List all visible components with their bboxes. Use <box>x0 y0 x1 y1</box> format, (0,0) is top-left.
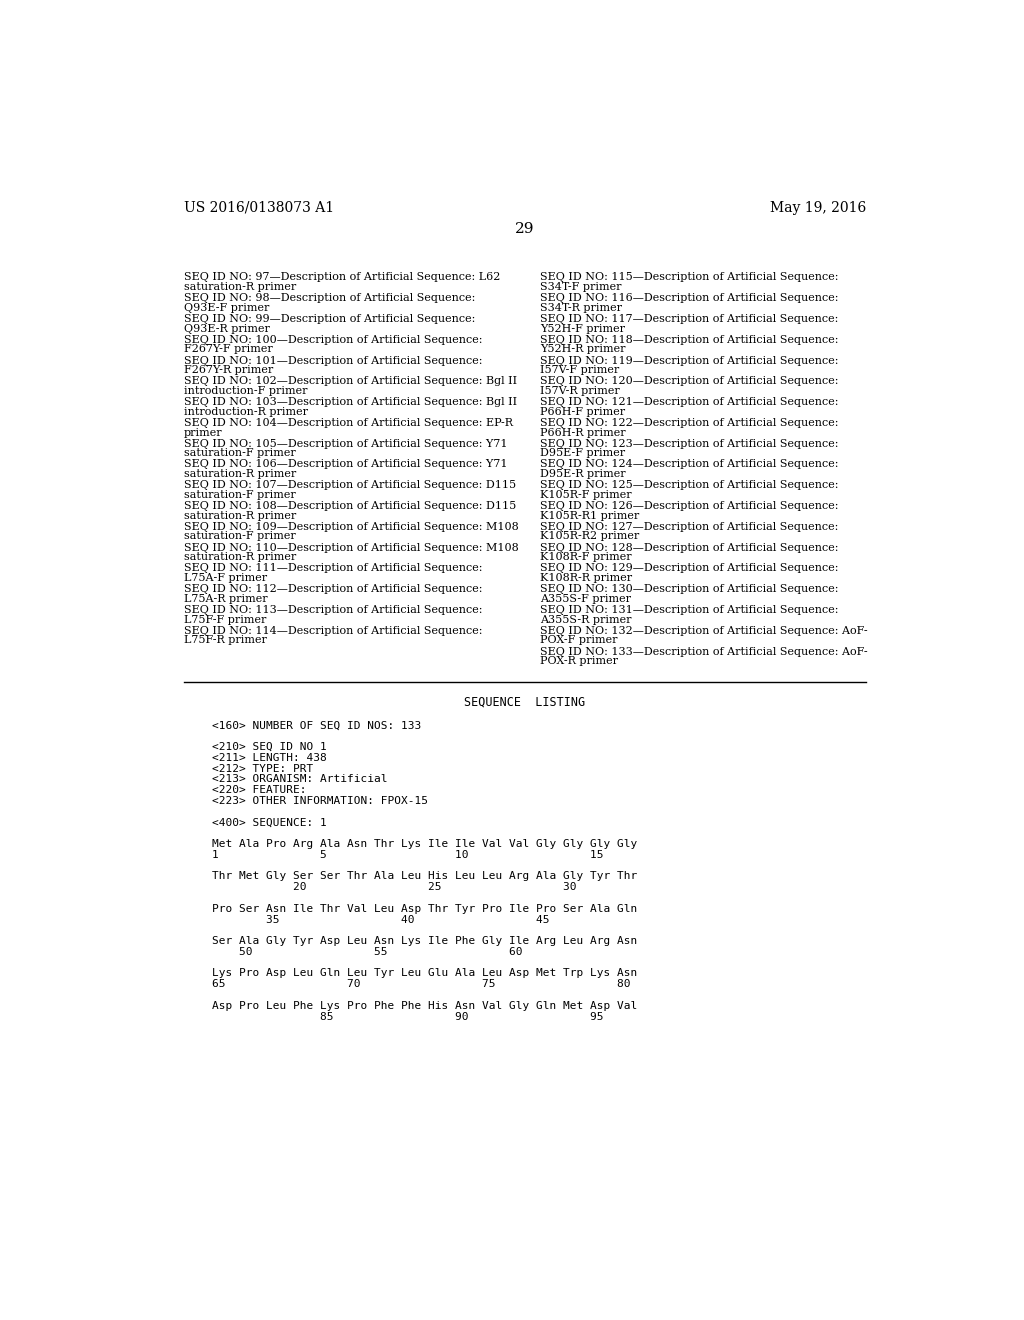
Text: SEQ ID NO: 103—Description of Artificial Sequence: Bgl II: SEQ ID NO: 103—Description of Artificial… <box>183 397 517 407</box>
Text: SEQ ID NO: 104—Description of Artificial Sequence: EP-R: SEQ ID NO: 104—Description of Artificial… <box>183 418 513 428</box>
Text: POX-F primer: POX-F primer <box>541 635 617 645</box>
Text: POX-R primer: POX-R primer <box>541 656 618 667</box>
Text: K105R-R1 primer: K105R-R1 primer <box>541 511 640 520</box>
Text: saturation-R primer: saturation-R primer <box>183 511 296 520</box>
Text: Q93E-F primer: Q93E-F primer <box>183 302 269 313</box>
Text: <160> NUMBER OF SEQ ID NOS: 133: <160> NUMBER OF SEQ ID NOS: 133 <box>212 721 421 730</box>
Text: I57V-R primer: I57V-R primer <box>541 385 621 396</box>
Text: 50                  55                  60: 50 55 60 <box>212 946 522 957</box>
Text: SEQ ID NO: 126—Description of Artificial Sequence:: SEQ ID NO: 126—Description of Artificial… <box>541 502 839 511</box>
Text: Pro Ser Asn Ile Thr Val Leu Asp Thr Tyr Pro Ile Pro Ser Ala Gln: Pro Ser Asn Ile Thr Val Leu Asp Thr Tyr … <box>212 904 637 913</box>
Text: I57V-F primer: I57V-F primer <box>541 366 620 375</box>
Text: A355S-R primer: A355S-R primer <box>541 615 632 624</box>
Text: saturation-F primer: saturation-F primer <box>183 532 296 541</box>
Text: F267Y-F primer: F267Y-F primer <box>183 345 272 354</box>
Text: introduction-F primer: introduction-F primer <box>183 385 307 396</box>
Text: SEQ ID NO: 116—Description of Artificial Sequence:: SEQ ID NO: 116—Description of Artificial… <box>541 293 839 304</box>
Text: P66H-R primer: P66H-R primer <box>541 428 626 437</box>
Text: <213> ORGANISM: Artificial: <213> ORGANISM: Artificial <box>212 775 387 784</box>
Text: SEQ ID NO: 123—Description of Artificial Sequence:: SEQ ID NO: 123—Description of Artificial… <box>541 438 839 449</box>
Text: 65                  70                  75                  80: 65 70 75 80 <box>212 979 630 989</box>
Text: F267Y-R primer: F267Y-R primer <box>183 366 273 375</box>
Text: SEQ ID NO: 108—Description of Artificial Sequence: D115: SEQ ID NO: 108—Description of Artificial… <box>183 502 516 511</box>
Text: SEQ ID NO: 129—Description of Artificial Sequence:: SEQ ID NO: 129—Description of Artificial… <box>541 564 839 573</box>
Text: D95E-F primer: D95E-F primer <box>541 449 626 458</box>
Text: 35                  40                  45: 35 40 45 <box>212 915 549 924</box>
Text: L75A-F primer: L75A-F primer <box>183 573 267 583</box>
Text: SEQ ID NO: 115—Description of Artificial Sequence:: SEQ ID NO: 115—Description of Artificial… <box>541 272 839 282</box>
Text: saturation-R primer: saturation-R primer <box>183 282 296 292</box>
Text: Y52H-F primer: Y52H-F primer <box>541 323 626 334</box>
Text: L75A-R primer: L75A-R primer <box>183 594 267 603</box>
Text: SEQ ID NO: 98—Description of Artificial Sequence:: SEQ ID NO: 98—Description of Artificial … <box>183 293 475 304</box>
Text: <220> FEATURE:: <220> FEATURE: <box>212 785 306 795</box>
Text: saturation-R primer: saturation-R primer <box>183 552 296 562</box>
Text: Ser Ala Gly Tyr Asp Leu Asn Lys Ile Phe Gly Ile Arg Leu Arg Asn: Ser Ala Gly Tyr Asp Leu Asn Lys Ile Phe … <box>212 936 637 946</box>
Text: SEQ ID NO: 101—Description of Artificial Sequence:: SEQ ID NO: 101—Description of Artificial… <box>183 355 482 366</box>
Text: SEQ ID NO: 133—Description of Artificial Sequence: AoF-: SEQ ID NO: 133—Description of Artificial… <box>541 647 868 656</box>
Text: Lys Pro Asp Leu Gln Leu Tyr Leu Glu Ala Leu Asp Met Trp Lys Asn: Lys Pro Asp Leu Gln Leu Tyr Leu Glu Ala … <box>212 969 637 978</box>
Text: SEQ ID NO: 124—Description of Artificial Sequence:: SEQ ID NO: 124—Description of Artificial… <box>541 459 839 470</box>
Text: Y52H-R primer: Y52H-R primer <box>541 345 626 354</box>
Text: SEQ ID NO: 127—Description of Artificial Sequence:: SEQ ID NO: 127—Description of Artificial… <box>541 521 839 532</box>
Text: SEQ ID NO: 118—Description of Artificial Sequence:: SEQ ID NO: 118—Description of Artificial… <box>541 335 839 345</box>
Text: SEQ ID NO: 122—Description of Artificial Sequence:: SEQ ID NO: 122—Description of Artificial… <box>541 418 839 428</box>
Text: SEQ ID NO: 99—Description of Artificial Sequence:: SEQ ID NO: 99—Description of Artificial … <box>183 314 475 323</box>
Text: SEQ ID NO: 128—Description of Artificial Sequence:: SEQ ID NO: 128—Description of Artificial… <box>541 543 839 553</box>
Text: <211> LENGTH: 438: <211> LENGTH: 438 <box>212 752 327 763</box>
Text: SEQ ID NO: 97—Description of Artificial Sequence: L62: SEQ ID NO: 97—Description of Artificial … <box>183 272 500 282</box>
Text: D95E-R primer: D95E-R primer <box>541 469 626 479</box>
Text: SEQ ID NO: 111—Description of Artificial Sequence:: SEQ ID NO: 111—Description of Artificial… <box>183 564 482 573</box>
Text: SEQ ID NO: 106—Description of Artificial Sequence: Y71: SEQ ID NO: 106—Description of Artificial… <box>183 459 507 470</box>
Text: Met Ala Pro Arg Ala Asn Thr Lys Ile Ile Val Val Gly Gly Gly Gly: Met Ala Pro Arg Ala Asn Thr Lys Ile Ile … <box>212 840 637 849</box>
Text: SEQ ID NO: 107—Description of Artificial Sequence: D115: SEQ ID NO: 107—Description of Artificial… <box>183 480 516 490</box>
Text: SEQ ID NO: 131—Description of Artificial Sequence:: SEQ ID NO: 131—Description of Artificial… <box>541 605 839 615</box>
Text: A355S-F primer: A355S-F primer <box>541 594 632 603</box>
Text: saturation-F primer: saturation-F primer <box>183 490 296 500</box>
Text: K105R-R2 primer: K105R-R2 primer <box>541 532 640 541</box>
Text: SEQ ID NO: 114—Description of Artificial Sequence:: SEQ ID NO: 114—Description of Artificial… <box>183 626 482 636</box>
Text: SEQ ID NO: 110—Description of Artificial Sequence: M108: SEQ ID NO: 110—Description of Artificial… <box>183 543 518 553</box>
Text: Q93E-R primer: Q93E-R primer <box>183 323 269 334</box>
Text: Asp Pro Leu Phe Lys Pro Phe Phe His Asn Val Gly Gln Met Asp Val: Asp Pro Leu Phe Lys Pro Phe Phe His Asn … <box>212 1001 637 1011</box>
Text: SEQ ID NO: 120—Description of Artificial Sequence:: SEQ ID NO: 120—Description of Artificial… <box>541 376 839 387</box>
Text: K108R-R primer: K108R-R primer <box>541 573 633 583</box>
Text: <223> OTHER INFORMATION: FPOX-15: <223> OTHER INFORMATION: FPOX-15 <box>212 796 428 807</box>
Text: <212> TYPE: PRT: <212> TYPE: PRT <box>212 763 313 774</box>
Text: SEQ ID NO: 121—Description of Artificial Sequence:: SEQ ID NO: 121—Description of Artificial… <box>541 397 839 407</box>
Text: 20                  25                  30: 20 25 30 <box>212 882 577 892</box>
Text: May 19, 2016: May 19, 2016 <box>770 201 866 215</box>
Text: saturation-R primer: saturation-R primer <box>183 469 296 479</box>
Text: S34T-R primer: S34T-R primer <box>541 302 623 313</box>
Text: SEQ ID NO: 105—Description of Artificial Sequence: Y71: SEQ ID NO: 105—Description of Artificial… <box>183 438 507 449</box>
Text: S34T-F primer: S34T-F primer <box>541 282 622 292</box>
Text: <400> SEQUENCE: 1: <400> SEQUENCE: 1 <box>212 817 327 828</box>
Text: SEQ ID NO: 119—Description of Artificial Sequence:: SEQ ID NO: 119—Description of Artificial… <box>541 355 839 366</box>
Text: SEQ ID NO: 112—Description of Artificial Sequence:: SEQ ID NO: 112—Description of Artificial… <box>183 585 482 594</box>
Text: US 2016/0138073 A1: US 2016/0138073 A1 <box>183 201 334 215</box>
Text: SEQ ID NO: 130—Description of Artificial Sequence:: SEQ ID NO: 130—Description of Artificial… <box>541 585 839 594</box>
Text: SEQ ID NO: 132—Description of Artificial Sequence: AoF-: SEQ ID NO: 132—Description of Artificial… <box>541 626 868 636</box>
Text: saturation-F primer: saturation-F primer <box>183 449 296 458</box>
Text: SEQ ID NO: 117—Description of Artificial Sequence:: SEQ ID NO: 117—Description of Artificial… <box>541 314 839 323</box>
Text: Thr Met Gly Ser Ser Thr Ala Leu His Leu Leu Arg Ala Gly Tyr Thr: Thr Met Gly Ser Ser Thr Ala Leu His Leu … <box>212 871 637 882</box>
Text: L75F-F primer: L75F-F primer <box>183 615 266 624</box>
Text: SEQ ID NO: 100—Description of Artificial Sequence:: SEQ ID NO: 100—Description of Artificial… <box>183 335 482 345</box>
Text: P66H-F primer: P66H-F primer <box>541 407 626 417</box>
Text: 29: 29 <box>515 222 535 235</box>
Text: primer: primer <box>183 428 222 437</box>
Text: SEQ ID NO: 102—Description of Artificial Sequence: Bgl II: SEQ ID NO: 102—Description of Artificial… <box>183 376 517 387</box>
Text: SEQUENCE  LISTING: SEQUENCE LISTING <box>464 696 586 708</box>
Text: K108R-F primer: K108R-F primer <box>541 552 632 562</box>
Text: K105R-F primer: K105R-F primer <box>541 490 632 500</box>
Text: L75F-R primer: L75F-R primer <box>183 635 266 645</box>
Text: SEQ ID NO: 109—Description of Artificial Sequence: M108: SEQ ID NO: 109—Description of Artificial… <box>183 521 518 532</box>
Text: SEQ ID NO: 113—Description of Artificial Sequence:: SEQ ID NO: 113—Description of Artificial… <box>183 605 482 615</box>
Text: 85                  90                  95: 85 90 95 <box>212 1011 603 1022</box>
Text: <210> SEQ ID NO 1: <210> SEQ ID NO 1 <box>212 742 327 752</box>
Text: SEQ ID NO: 125—Description of Artificial Sequence:: SEQ ID NO: 125—Description of Artificial… <box>541 480 839 490</box>
Text: introduction-R primer: introduction-R primer <box>183 407 308 417</box>
Text: 1               5                   10                  15: 1 5 10 15 <box>212 850 603 859</box>
